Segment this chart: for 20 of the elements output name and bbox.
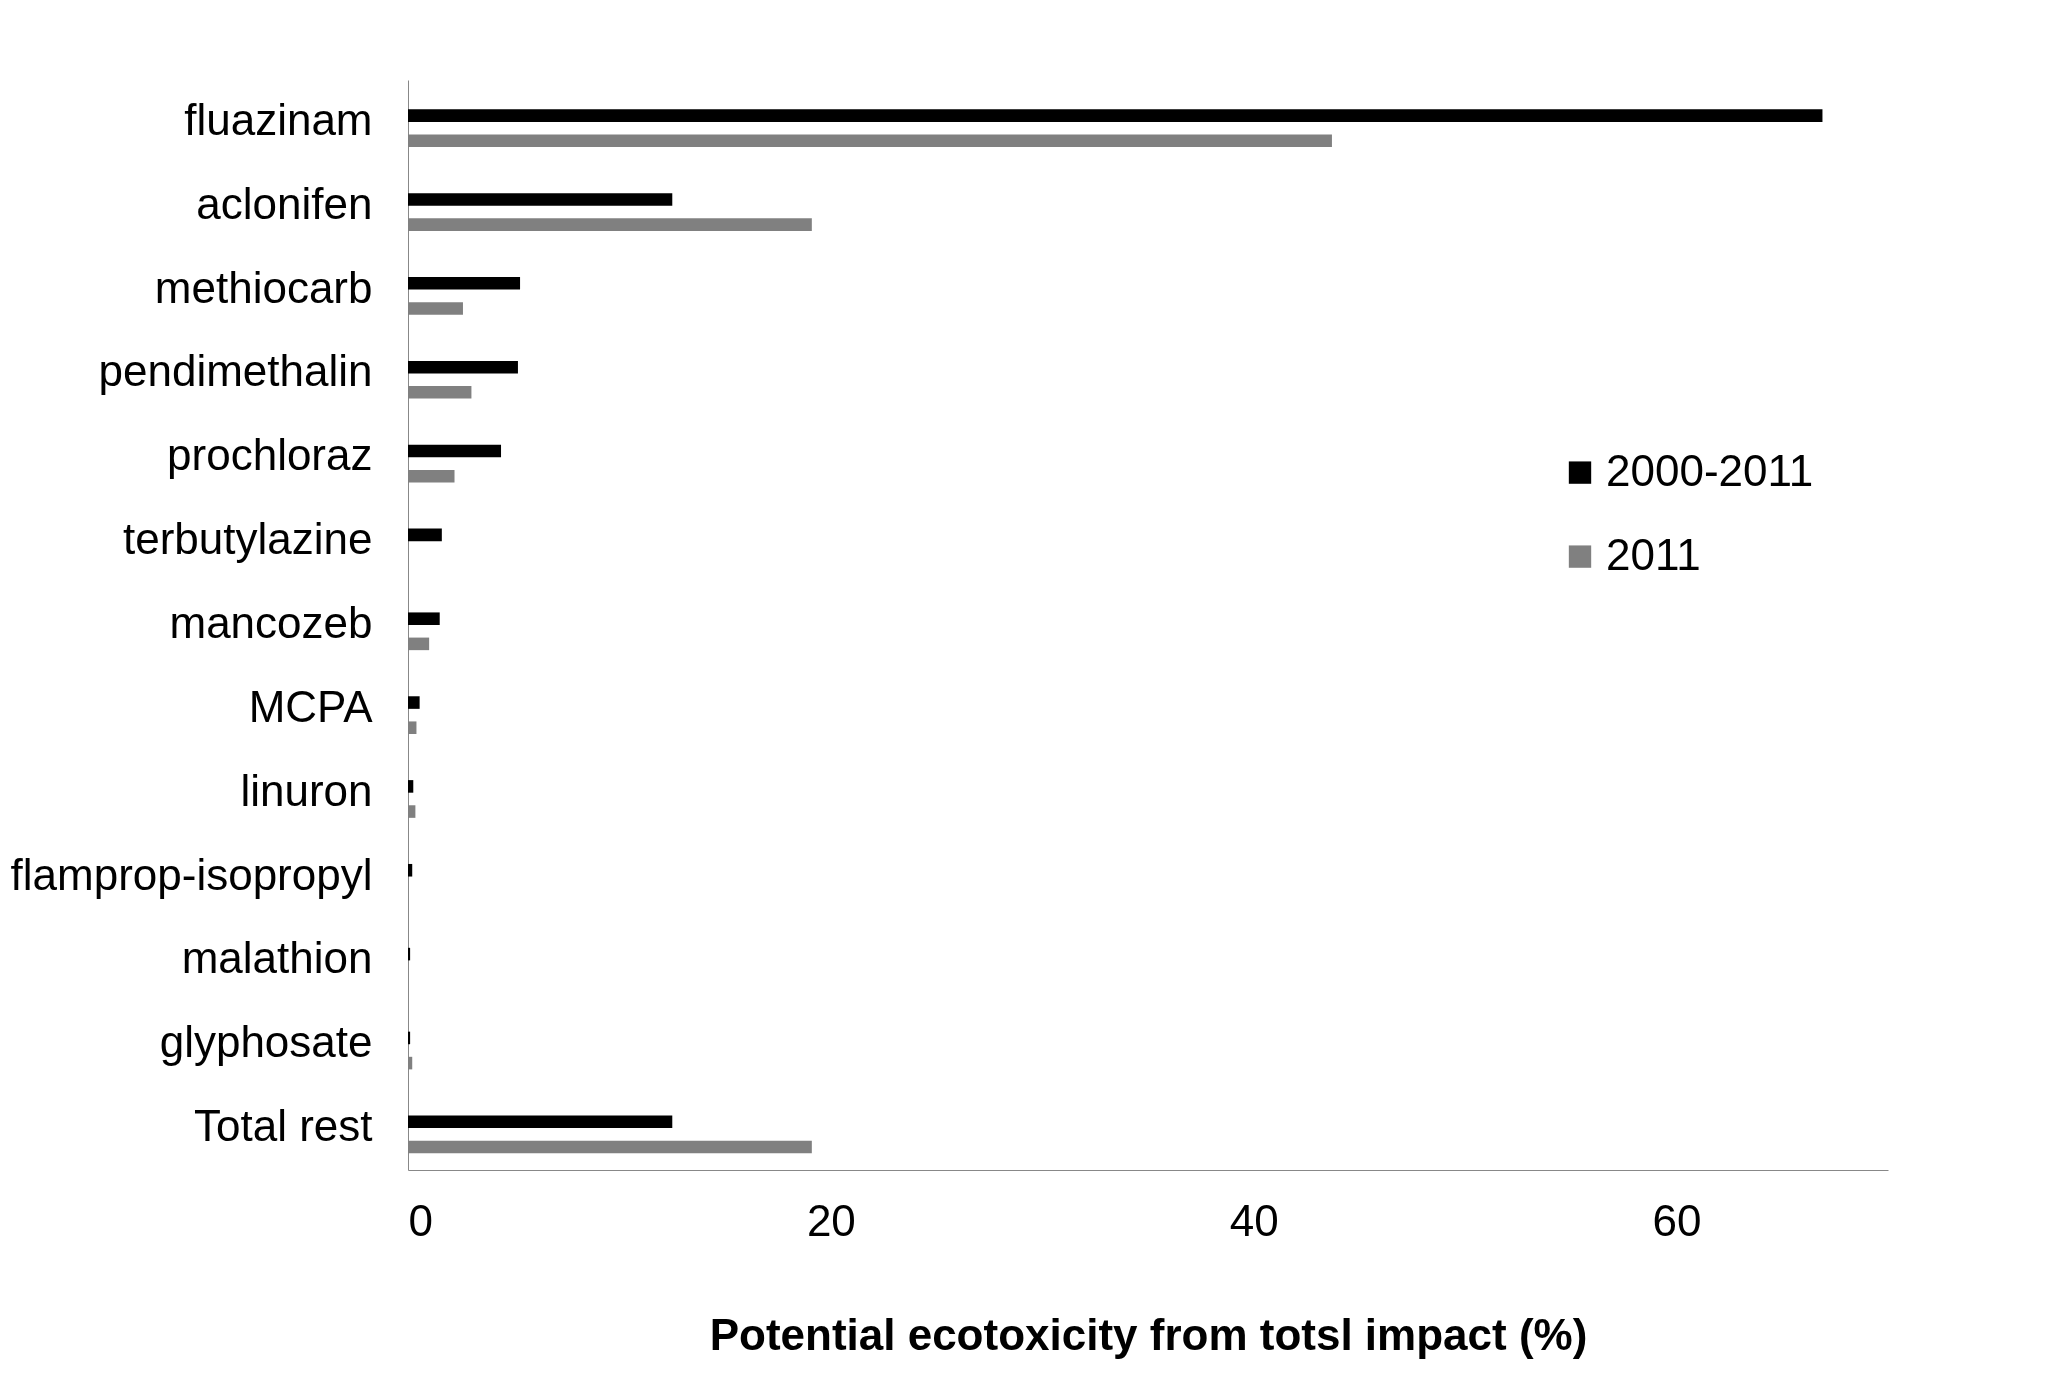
y-tick-label: methiocarb bbox=[154, 262, 373, 312]
y-tick-label: prochloraz bbox=[167, 430, 373, 480]
y-tick-label: linuron bbox=[240, 765, 373, 815]
legend-label: 2011 bbox=[1606, 529, 1701, 579]
x-tick-label: 40 bbox=[1229, 1195, 1279, 1245]
y-tick-label: Total rest bbox=[193, 1101, 373, 1151]
x-tick-label: 60 bbox=[1652, 1195, 1702, 1245]
x-tick-label: 20 bbox=[806, 1195, 856, 1245]
y-tick-label: aclonifen bbox=[196, 178, 373, 228]
y-tick-label: pendimethalin bbox=[98, 346, 373, 396]
y-tick-label: fluazinam bbox=[184, 94, 373, 144]
y-tick-label: flamprop-isopropyl bbox=[10, 849, 373, 899]
legend-label: 2000-2011 bbox=[1606, 445, 1814, 495]
y-tick-label: malathion bbox=[181, 933, 373, 983]
x-axis-title: Potential ecotoxicity from totsl impact (%) bbox=[709, 1309, 1588, 1359]
y-tick-label: terbutylazine bbox=[123, 514, 373, 564]
x-tick-label: 0 bbox=[408, 1195, 433, 1245]
y-tick-label: glyphosate bbox=[159, 1017, 373, 1067]
y-tick-label: mancozeb bbox=[169, 598, 373, 647]
y-tick-label: MCPA bbox=[248, 681, 374, 731]
